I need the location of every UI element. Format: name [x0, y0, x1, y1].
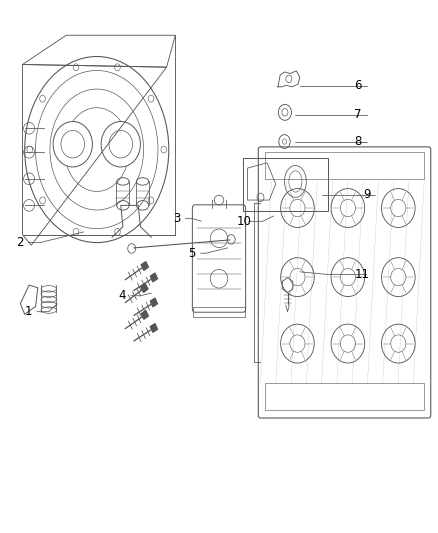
Polygon shape: [141, 284, 148, 293]
Bar: [193, 308, 245, 317]
Text: 6: 6: [354, 79, 362, 92]
Bar: [265, 152, 424, 179]
Text: 2: 2: [16, 236, 24, 249]
Ellipse shape: [53, 122, 92, 167]
Text: 5: 5: [188, 247, 196, 260]
Polygon shape: [150, 298, 157, 307]
Polygon shape: [150, 324, 157, 332]
Bar: [265, 383, 424, 410]
Ellipse shape: [101, 122, 141, 167]
Text: 10: 10: [237, 215, 251, 228]
Text: 3: 3: [173, 212, 180, 225]
Polygon shape: [141, 311, 148, 319]
Text: 7: 7: [354, 109, 362, 122]
Bar: [243, 158, 328, 211]
Text: 1: 1: [25, 305, 32, 318]
Text: 11: 11: [354, 268, 369, 281]
Polygon shape: [150, 273, 157, 282]
Text: 8: 8: [354, 135, 362, 148]
Text: 4: 4: [119, 289, 126, 302]
Text: 9: 9: [363, 188, 371, 201]
Polygon shape: [141, 262, 148, 270]
